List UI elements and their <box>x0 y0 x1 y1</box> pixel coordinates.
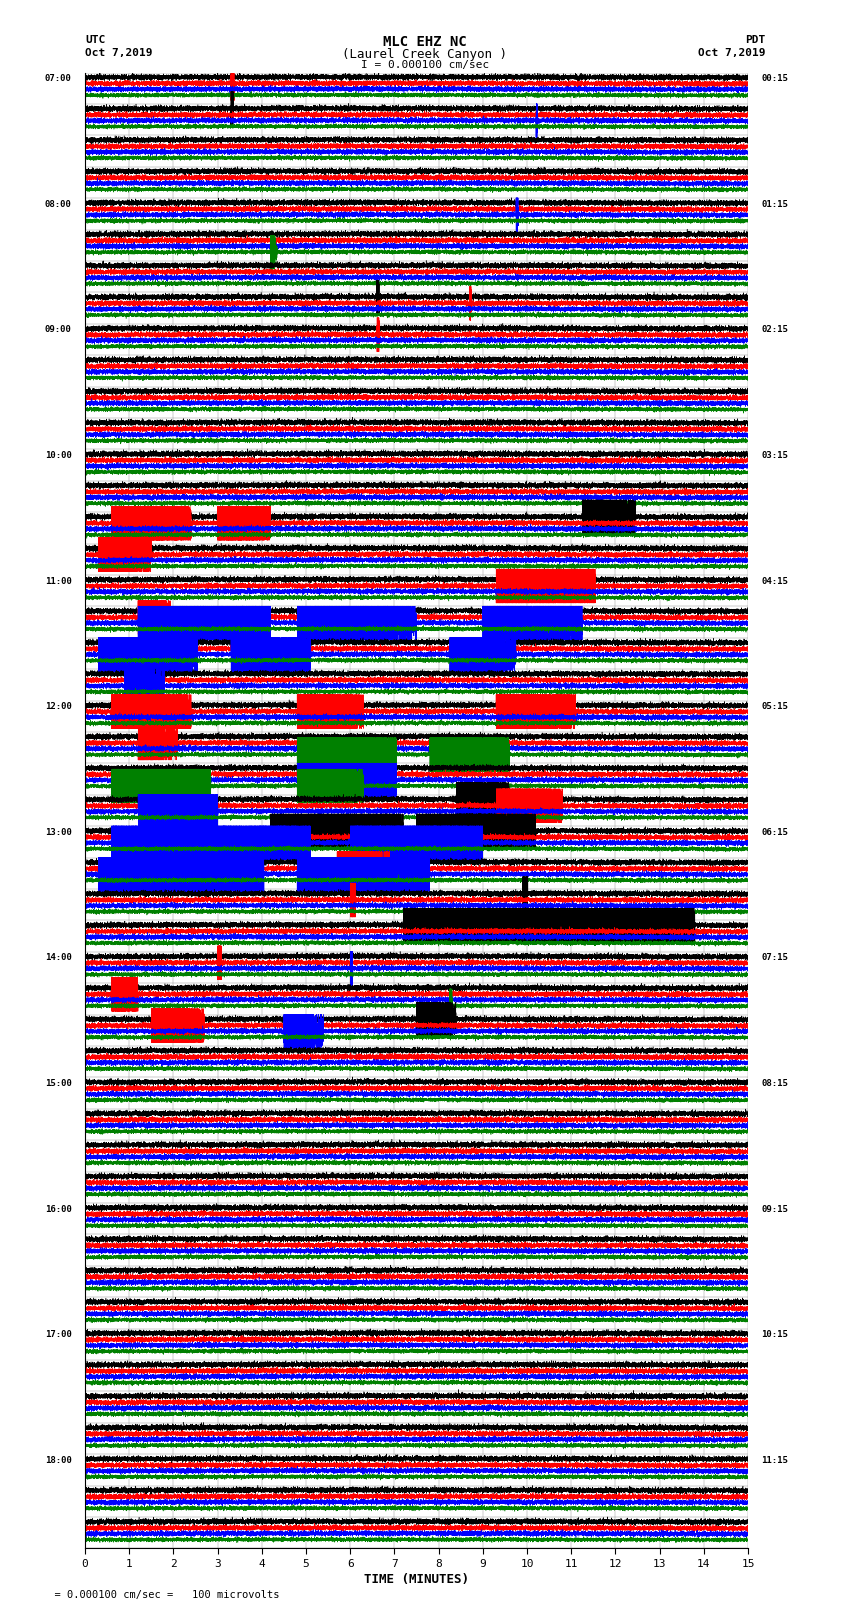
Text: = 0.000100 cm/sec =   100 microvolts: = 0.000100 cm/sec = 100 microvolts <box>42 1590 280 1600</box>
Text: 14:00: 14:00 <box>45 953 71 963</box>
Text: 00:15: 00:15 <box>762 74 788 84</box>
Text: 06:15: 06:15 <box>762 827 788 837</box>
Text: (Laurel Creek Canyon ): (Laurel Creek Canyon ) <box>343 48 507 61</box>
Text: 10:15: 10:15 <box>762 1331 788 1339</box>
Text: UTC: UTC <box>85 35 105 45</box>
Text: 03:15: 03:15 <box>762 452 788 460</box>
Text: 02:15: 02:15 <box>762 326 788 334</box>
Text: I = 0.000100 cm/sec: I = 0.000100 cm/sec <box>361 60 489 69</box>
Text: PDT: PDT <box>745 35 765 45</box>
Text: 08:00: 08:00 <box>45 200 71 208</box>
Text: 11:00: 11:00 <box>45 576 71 586</box>
Text: Oct 7,2019: Oct 7,2019 <box>85 48 152 58</box>
Text: 07:00: 07:00 <box>45 74 71 84</box>
Text: 15:00: 15:00 <box>45 1079 71 1089</box>
Text: 08:15: 08:15 <box>762 1079 788 1089</box>
Text: 17:00: 17:00 <box>45 1331 71 1339</box>
Text: 09:15: 09:15 <box>762 1205 788 1213</box>
X-axis label: TIME (MINUTES): TIME (MINUTES) <box>364 1573 469 1586</box>
Text: 18:00: 18:00 <box>45 1457 71 1465</box>
Text: 07:15: 07:15 <box>762 953 788 963</box>
Text: MLC EHZ NC: MLC EHZ NC <box>383 35 467 50</box>
Text: 09:00: 09:00 <box>45 326 71 334</box>
Text: 05:15: 05:15 <box>762 702 788 711</box>
Text: 04:15: 04:15 <box>762 576 788 586</box>
Text: 16:00: 16:00 <box>45 1205 71 1213</box>
Text: 10:00: 10:00 <box>45 452 71 460</box>
Text: 11:15: 11:15 <box>762 1457 788 1465</box>
Text: 13:00: 13:00 <box>45 827 71 837</box>
Text: Oct 7,2019: Oct 7,2019 <box>698 48 765 58</box>
Text: 01:15: 01:15 <box>762 200 788 208</box>
Text: 12:00: 12:00 <box>45 702 71 711</box>
